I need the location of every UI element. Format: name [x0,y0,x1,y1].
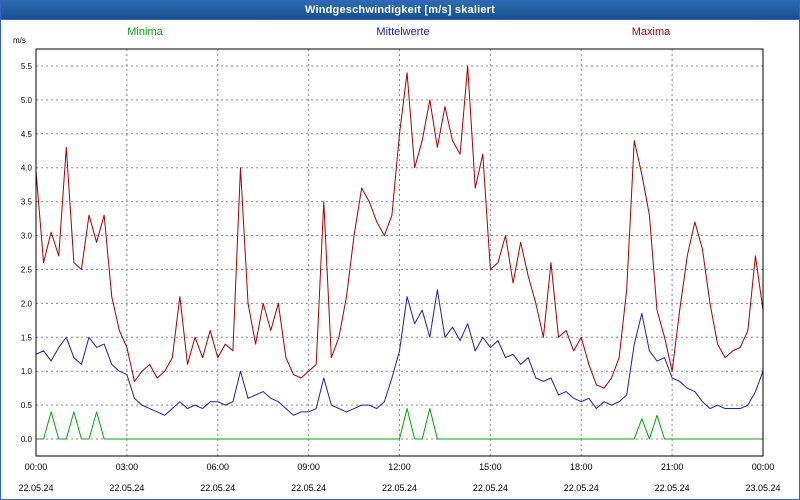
svg-text:22.05.24: 22.05.24 [18,483,53,493]
svg-text:15:00: 15:00 [479,462,502,472]
svg-text:12:00: 12:00 [388,462,411,472]
svg-text:00:00: 00:00 [752,462,775,472]
svg-text:0.0: 0.0 [21,435,33,444]
svg-text:5.0: 5.0 [21,96,33,105]
svg-text:06:00: 06:00 [206,462,229,472]
series-mittelwerte [35,289,764,416]
legend-maxima: Maxima [631,26,671,38]
y-axis-labels: 0.0 0.5 1.0 1.5 2.0 2.5 3.0 3.5 4.0 4.5 5.0 5.5 m/s [13,36,33,444]
svg-text:22.05.24: 22.05.24 [382,483,417,493]
svg-text:5.5: 5.5 [21,62,33,71]
svg-text:21:00: 21:00 [661,462,684,472]
legend-mittelwerte: Mittelwerte [376,26,430,38]
svg-text:3.0: 3.0 [21,232,33,241]
svg-text:03:00: 03:00 [116,462,139,472]
svg-text:18:00: 18:00 [570,462,593,472]
plot-border [35,48,764,457]
svg-text:22.05.24: 22.05.24 [200,483,235,493]
svg-text:3.5: 3.5 [21,198,33,207]
svg-text:00:00: 00:00 [25,462,48,472]
svg-text:22.05.24: 22.05.24 [473,483,508,493]
svg-text:22.05.24: 22.05.24 [564,483,599,493]
window-title: Windgeschwindigkeit [m/s] skaliert [1,1,799,20]
x-axis-labels: 00:00 22.05.24 03:00 22.05.24 06:00 22.05.24 0… [18,462,780,493]
svg-text:22.05.24: 22.05.24 [655,483,690,493]
svg-text:1.0: 1.0 [21,367,33,376]
plot-background [36,49,763,456]
svg-text:4.0: 4.0 [21,164,33,173]
svg-text:09:00: 09:00 [297,462,320,472]
svg-text:22.05.24: 22.05.24 [109,483,144,493]
gridlines [36,49,763,456]
svg-text:1.5: 1.5 [21,333,33,342]
svg-text:0.5: 0.5 [21,401,33,410]
y-axis-unit: m/s [13,36,26,45]
svg-text:4.5: 4.5 [21,130,33,139]
series-minima [36,408,763,440]
legend-minima: Minima [127,26,163,38]
svg-text:2.0: 2.0 [21,299,33,308]
svg-text:22.05.24: 22.05.24 [291,483,326,493]
series-maxima [35,65,764,389]
svg-text:2.5: 2.5 [21,265,33,274]
svg-text:23.05.24: 23.05.24 [745,483,780,493]
